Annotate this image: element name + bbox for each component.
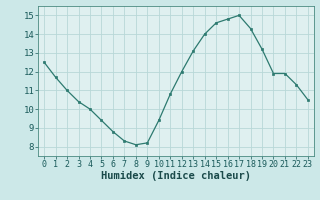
X-axis label: Humidex (Indice chaleur): Humidex (Indice chaleur) [101, 171, 251, 181]
